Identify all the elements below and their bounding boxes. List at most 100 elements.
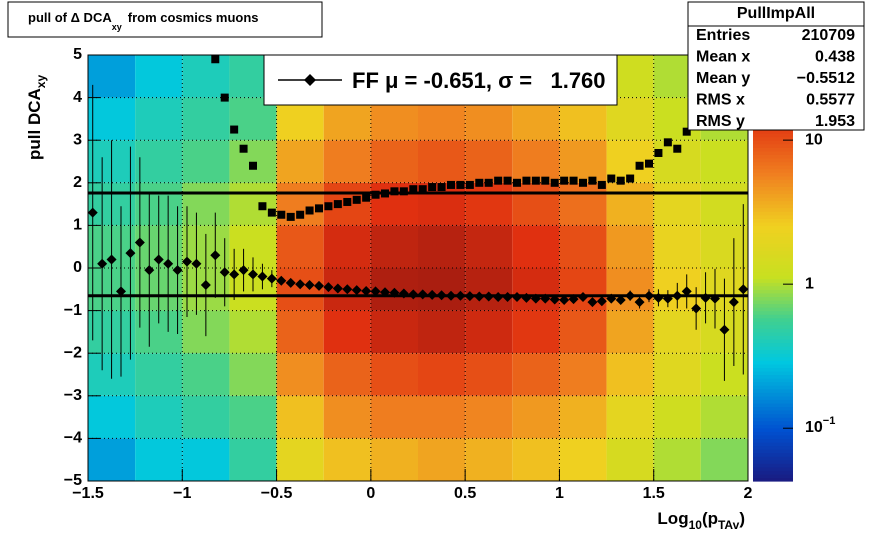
heatmap-cell (370, 438, 418, 481)
x-tick-label: 1 (555, 485, 564, 502)
heatmap-cell (465, 182, 513, 226)
heatmap-cell (135, 140, 183, 183)
point (436, 290, 447, 301)
point (371, 190, 380, 199)
colorbar-step (753, 129, 793, 134)
point (559, 294, 570, 305)
point (248, 269, 258, 280)
stats-value: 0.5577 (806, 92, 855, 109)
heatmap-cell (276, 268, 324, 311)
heatmap-cell (512, 353, 560, 396)
colorbar-step (753, 388, 793, 393)
colorbar-step (753, 406, 793, 411)
colorbar-step (753, 339, 793, 344)
colorbar-step (753, 204, 793, 209)
colorbar-step (753, 310, 793, 315)
point (285, 277, 296, 288)
colorbar-step (753, 292, 793, 297)
colorbar-step (753, 431, 793, 436)
heatmap-cell (559, 438, 607, 481)
x-tick-label: −1.5 (72, 485, 104, 502)
stats-label: RMS x (696, 92, 745, 109)
heatmap-cell (512, 438, 560, 481)
colorbar-step (753, 356, 793, 361)
heatmap-cell (323, 225, 371, 268)
colorbar-step (753, 179, 793, 184)
point (362, 193, 371, 202)
colorbar-step (753, 399, 793, 404)
y-tick-label: 1 (73, 217, 82, 234)
point (409, 185, 418, 194)
colorbar-step (753, 363, 793, 368)
heatmap-cell (229, 310, 277, 354)
colorbar-step (753, 211, 793, 216)
point (266, 273, 277, 284)
point (315, 204, 323, 213)
stats-label: Mean y (696, 70, 750, 87)
heatmap-cell (323, 395, 371, 439)
colorbar-step (753, 175, 793, 180)
y-tick-label: −4 (64, 430, 82, 447)
point (653, 292, 664, 303)
colorbar-step (753, 328, 793, 333)
heatmap-cell (559, 182, 607, 226)
colorbar-step (753, 264, 793, 269)
colorbar-step (753, 133, 793, 138)
colorbar-step (753, 207, 793, 212)
colorbar-step (753, 342, 793, 347)
colorbar-step (753, 157, 793, 163)
heatmap-cell (182, 395, 230, 439)
x-tick-label: −0.5 (261, 485, 293, 502)
heatmap-cell (418, 268, 466, 311)
heatmap-cell (370, 395, 418, 439)
point (540, 293, 551, 304)
point (324, 202, 333, 211)
point (342, 284, 353, 295)
colorbar-step (753, 299, 793, 305)
point (616, 176, 625, 185)
colorbar-step (753, 296, 793, 301)
point (672, 290, 683, 301)
point (211, 55, 220, 64)
x-tick-label: 0.5 (454, 485, 476, 502)
colorbar-step (753, 420, 793, 425)
colorbar-step (753, 434, 793, 439)
point (304, 280, 315, 291)
y-tick-label: 4 (73, 89, 82, 106)
colorbar-step (753, 463, 793, 468)
y-tick-label: 2 (73, 174, 82, 191)
x-tick-label: 2 (744, 485, 753, 502)
heatmap-cell (512, 225, 560, 268)
stats-box (687, 1, 865, 131)
point (531, 176, 540, 185)
point (257, 271, 268, 282)
point (494, 176, 503, 185)
z-tick-exponent: −1 (823, 415, 836, 427)
colorbar-step (753, 243, 793, 248)
heatmap-cell (276, 225, 324, 268)
point (625, 290, 636, 301)
point (455, 290, 466, 301)
heatmap-cell (418, 438, 466, 481)
point (550, 178, 559, 187)
stats-value: 210709 (802, 27, 855, 44)
colorbar-step (753, 193, 793, 198)
point (673, 144, 682, 153)
colorbar-step (753, 172, 793, 177)
stats-value: 0.438 (815, 49, 855, 66)
heatmap-cell (606, 268, 654, 311)
stats-value: 1.953 (815, 113, 855, 130)
point (97, 258, 108, 269)
heatmap-cell (135, 55, 183, 98)
point (493, 291, 504, 302)
stats-title: PullImpAll (737, 5, 815, 22)
point (475, 178, 484, 187)
colorbar-step (753, 236, 793, 241)
point (644, 290, 654, 301)
point (691, 303, 702, 314)
z-tick-base: 10 (805, 419, 823, 436)
colorbar-step (753, 218, 793, 223)
heatmap-cell (559, 310, 607, 354)
colorbar-step (753, 285, 793, 290)
heatmap-cell (370, 353, 418, 396)
